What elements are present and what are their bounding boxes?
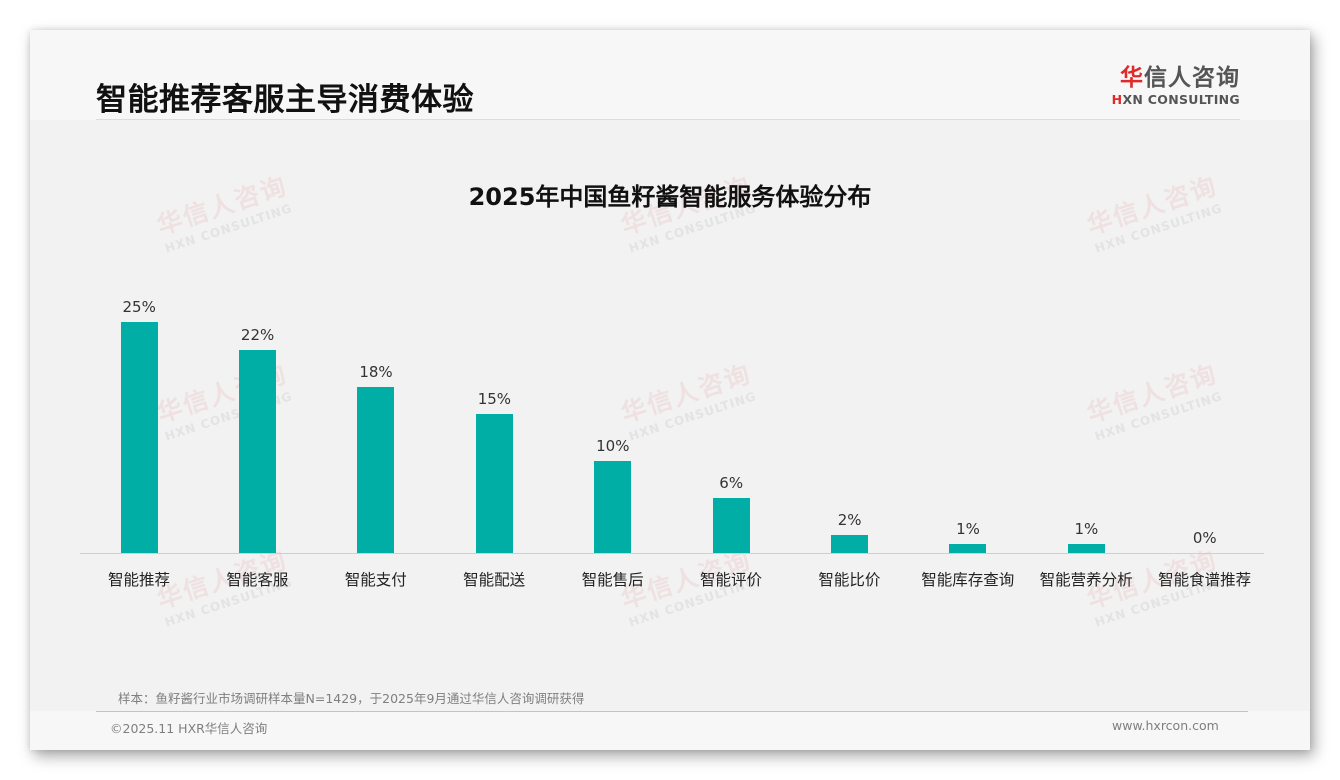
bar-chart-plot: 25% 智能推荐 22% 智能客服 18% 智能支付 15% 智能配送 10% … [80,230,1264,630]
bar [120,322,158,553]
bar-group: 15% 智能配送 [435,230,553,630]
bar-group: 1% 智能库存查询 [909,230,1027,630]
logo-text-cn: 华信人咨询 [1120,65,1240,91]
bar-group: 18% 智能支付 [317,230,435,630]
source-note: 样本：鱼籽酱行业市场调研样本量N=1429，于2025年9月通过华信人咨询调研获… [118,691,585,706]
bar-group: 10% 智能售后 [554,230,672,630]
logo-text-en: HXN CONSULTING [1111,92,1240,107]
bar [594,461,632,553]
category-label: 智能比价 [818,571,881,589]
category-label: 智能配送 [463,571,526,589]
category-label: 智能售后 [581,571,644,589]
category-label: 智能库存查询 [921,571,1015,589]
bar-group: 2% 智能比价 [790,230,908,630]
bar [238,350,276,553]
category-label: 智能支付 [344,571,407,589]
slide: 华信人咨询 HXN CONSULTING 华信人咨询 HXN CONSULTIN… [30,30,1310,750]
header-divider [96,119,1240,120]
bar [830,535,868,553]
value-label: 22% [240,326,275,344]
value-label: 2% [837,511,862,529]
bar-group: 6% 智能评价 [672,230,790,630]
header-band [30,30,1310,120]
bar [949,544,987,553]
bar-group: 0% 智能食谱推荐 [1146,230,1264,630]
bar-group: 22% 智能客服 [198,230,316,630]
value-label: 1% [956,520,980,538]
page-title: 智能推荐客服主导消费体验 [96,82,474,118]
bar-group: 25% 智能推荐 [80,230,198,630]
value-label: 0% [1192,529,1217,547]
category-label: 智能推荐 [107,571,170,589]
bar [712,498,750,553]
x-axis-line [80,553,1264,554]
website-link[interactable]: www.hxrcon.com [1112,718,1219,733]
bar [1067,544,1105,553]
category-label: 智能评价 [699,571,762,589]
value-label: 15% [477,390,512,408]
category-label: 智能食谱推荐 [1158,571,1252,589]
value-label: 1% [1074,520,1099,538]
bar-group: 1% 智能营养分析 [1027,230,1145,630]
footer-band [30,711,1310,750]
footer-divider [96,711,1248,712]
bar [357,387,395,553]
category-label: 智能客服 [226,571,289,589]
value-label: 18% [359,363,393,381]
value-label: 6% [719,474,744,492]
chart-title: 2025年中国鱼籽酱智能服务体验分布 [468,183,872,211]
copyright-text: ©2025.11 HXR华信人咨询 [110,721,268,736]
brand-logo: 华信人咨询 HXN CONSULTING [1110,64,1240,108]
value-label: 10% [596,437,630,455]
bar [475,414,513,553]
value-label: 25% [122,298,156,316]
category-label: 智能营养分析 [1039,571,1133,589]
